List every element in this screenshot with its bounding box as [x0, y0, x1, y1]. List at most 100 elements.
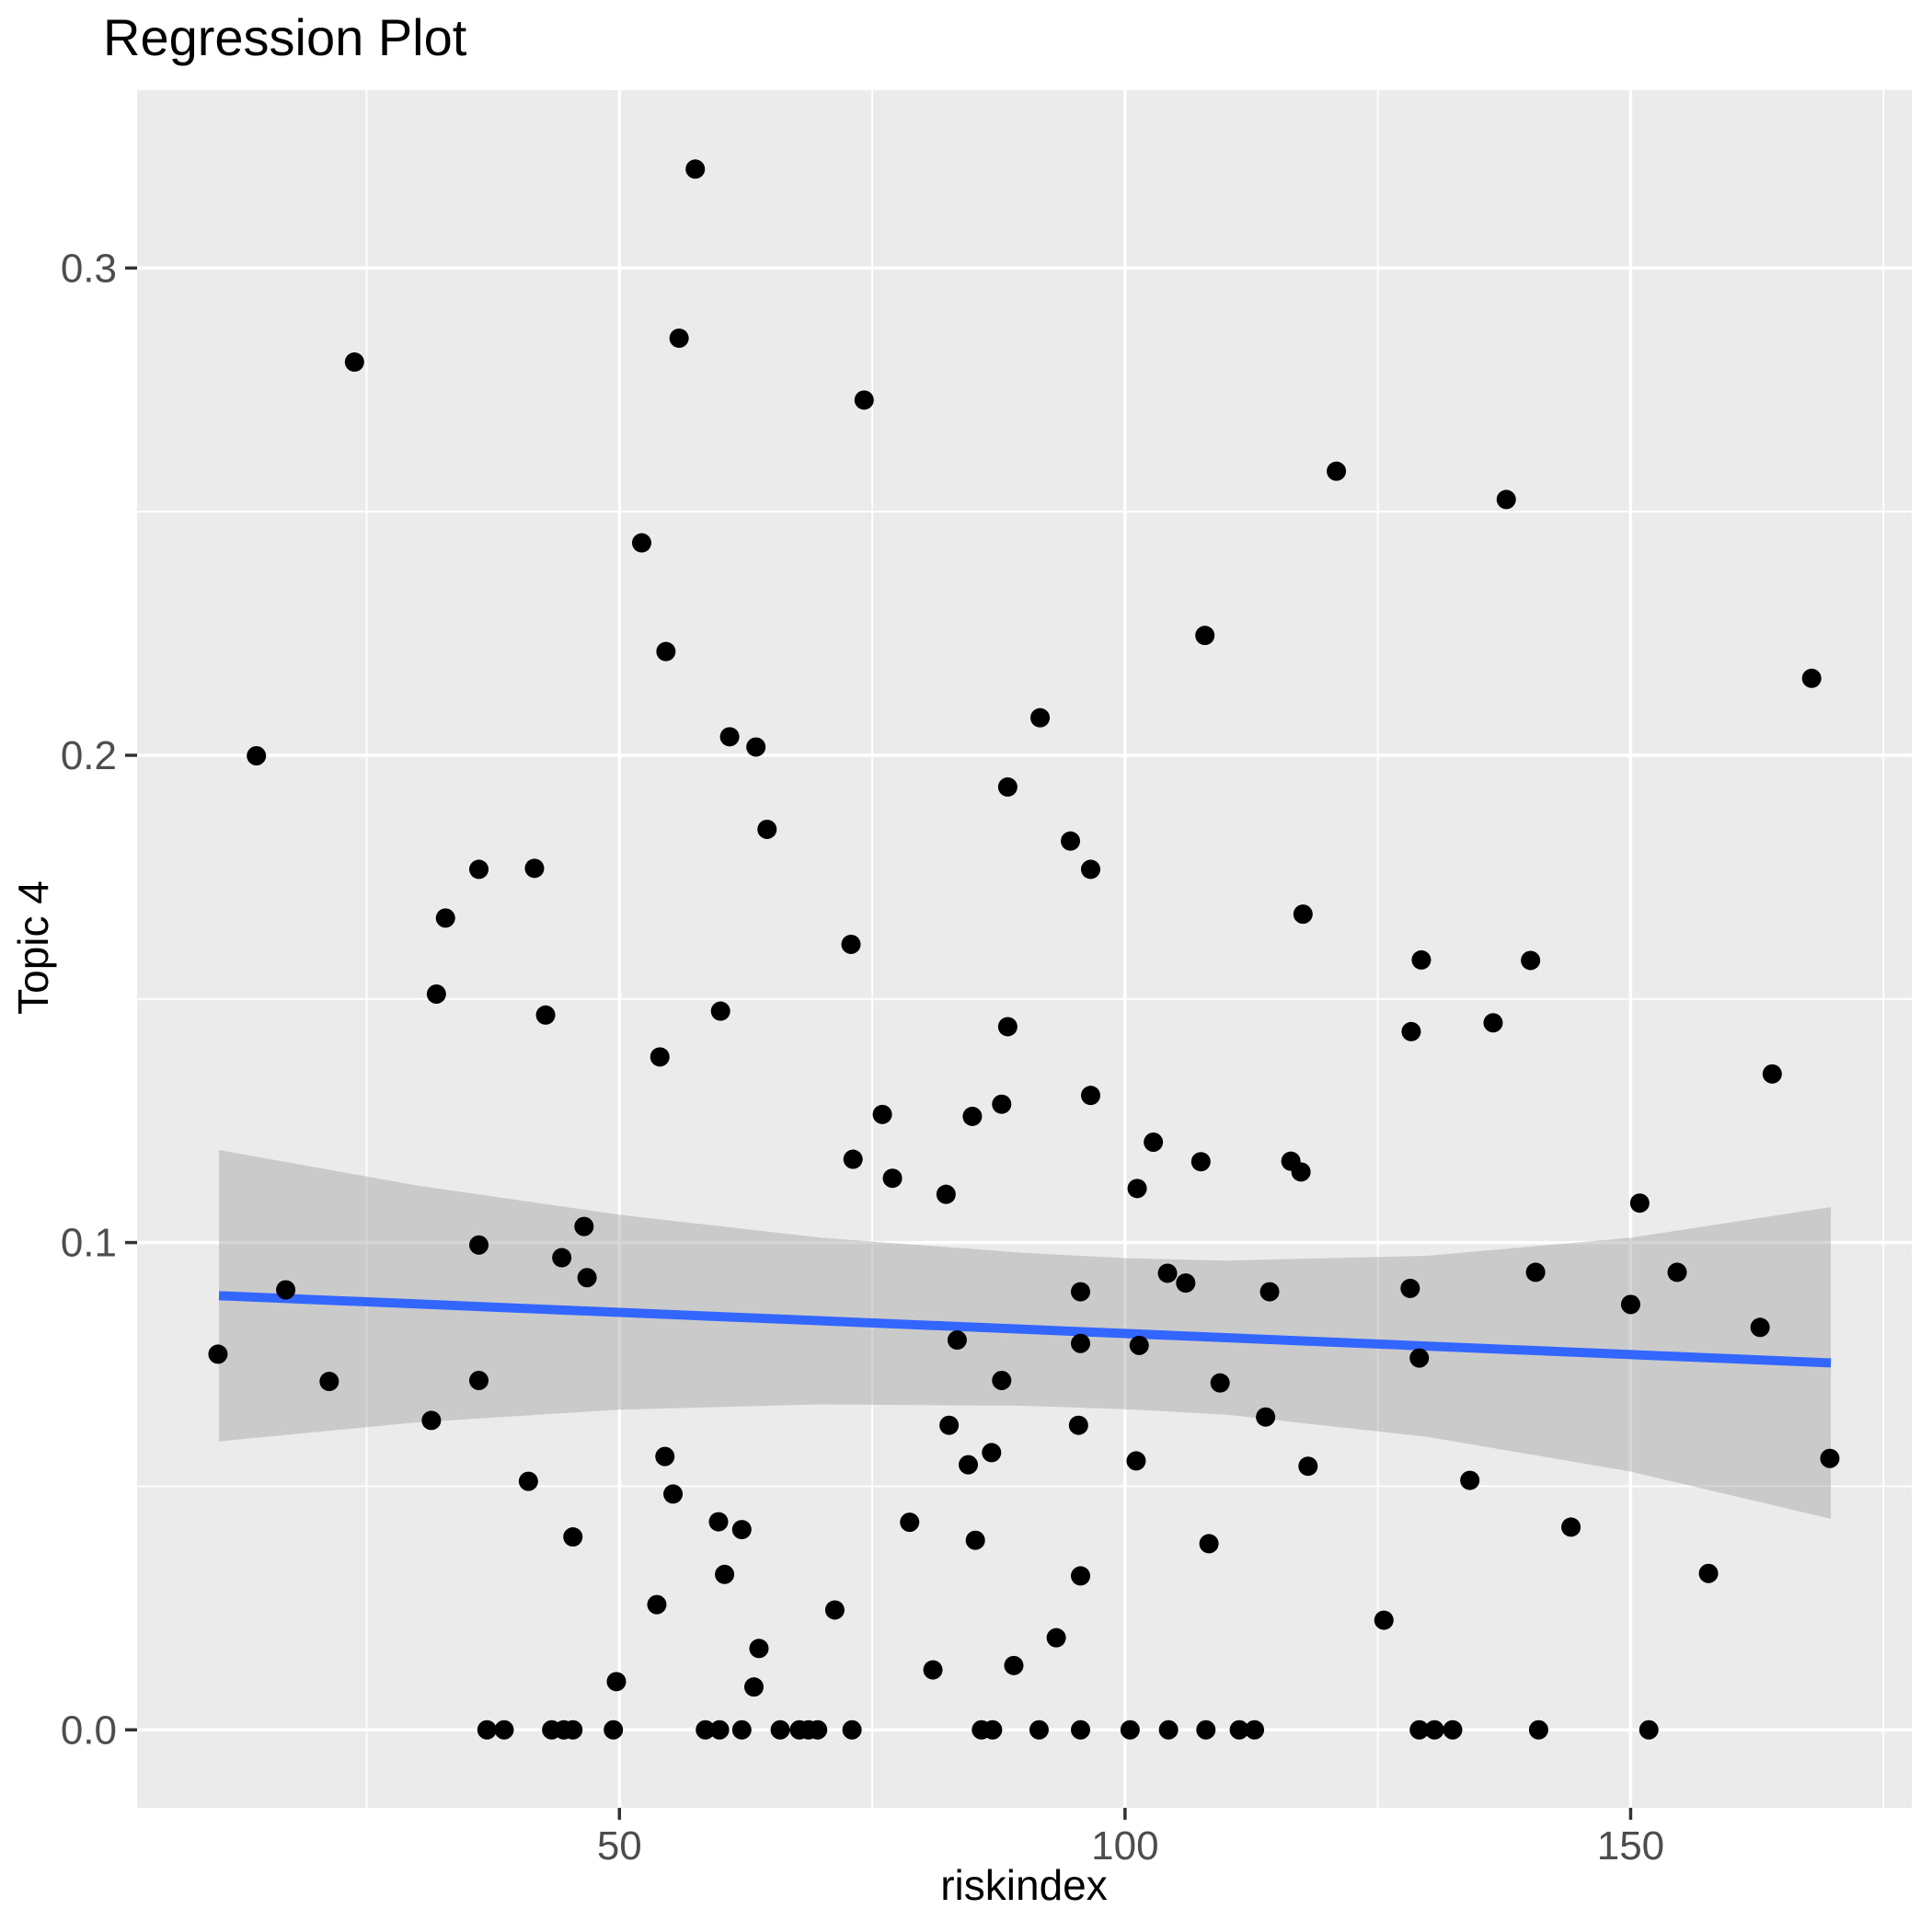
data-point: [1245, 1719, 1265, 1740]
data-point: [1561, 1517, 1581, 1537]
data-point: [962, 1106, 983, 1126]
data-point: [1199, 1534, 1219, 1554]
data-point: [669, 328, 689, 349]
data-point: [435, 908, 455, 928]
data-point: [1157, 1263, 1178, 1283]
data-point: [1229, 1719, 1249, 1740]
data-point: [1400, 1278, 1420, 1298]
data-point: [1158, 1719, 1179, 1740]
data-point: [1620, 1294, 1640, 1315]
data-point: [469, 859, 489, 880]
data-point: [469, 1371, 489, 1391]
data-point: [1460, 1470, 1480, 1490]
y-tick-label: 0.2: [61, 733, 117, 778]
data-point: [997, 1017, 1018, 1037]
data-point: [900, 1512, 920, 1533]
data-point: [923, 1660, 943, 1680]
data-point: [983, 1719, 1003, 1740]
data-point: [1496, 489, 1516, 510]
data-point: [872, 1104, 892, 1124]
data-point: [757, 819, 777, 839]
data-point: [1409, 1719, 1430, 1740]
data-point: [1046, 1627, 1066, 1648]
data-point: [1259, 1282, 1280, 1302]
data-point: [563, 1527, 583, 1547]
data-point: [1801, 668, 1822, 688]
x-tick-label: 150: [1597, 1823, 1664, 1869]
data-point: [685, 159, 706, 179]
data-point: [1528, 1719, 1548, 1740]
data-point: [574, 1216, 594, 1236]
data-point: [746, 737, 766, 757]
data-point: [770, 1719, 790, 1740]
data-point: [494, 1719, 514, 1740]
data-point: [719, 727, 740, 747]
data-point: [421, 1410, 442, 1431]
data-point: [656, 641, 676, 661]
data-point: [1483, 1013, 1503, 1033]
data-point: [552, 1248, 572, 1268]
data-point: [1071, 1719, 1091, 1740]
data-point: [577, 1268, 597, 1288]
data-point: [563, 1719, 583, 1740]
data-point: [606, 1672, 627, 1692]
data-point: [1298, 1456, 1318, 1477]
data-point: [965, 1530, 985, 1550]
data-point: [344, 352, 364, 373]
data-point: [518, 1471, 538, 1491]
data-point: [663, 1484, 684, 1504]
data-point: [1120, 1719, 1140, 1740]
data-point: [535, 1005, 556, 1025]
data-point: [1639, 1719, 1659, 1740]
data-point: [1698, 1563, 1719, 1583]
x-axis-title: riskindex: [940, 1861, 1108, 1909]
data-point: [426, 983, 446, 1004]
data-point: [208, 1344, 228, 1364]
data-point: [1401, 1021, 1421, 1041]
data-point: [731, 1520, 752, 1540]
data-point: [992, 1094, 1012, 1114]
data-point: [982, 1443, 1002, 1463]
data-point: [650, 1047, 670, 1067]
data-point: [477, 1719, 497, 1740]
data-point: [854, 390, 874, 410]
data-point: [1521, 950, 1541, 971]
data-point: [841, 934, 861, 954]
data-point: [1071, 1333, 1091, 1353]
data-point: [1291, 1162, 1311, 1182]
data-point: [710, 1001, 730, 1021]
plot-panel: [137, 90, 1912, 1808]
data-point: [1080, 859, 1100, 880]
data-point: [524, 858, 545, 879]
x-tick-label: 100: [1091, 1823, 1158, 1869]
data-point: [824, 1600, 845, 1620]
data-point: [1061, 831, 1081, 851]
data-point: [469, 1235, 489, 1255]
x-tick-label: 50: [597, 1823, 642, 1869]
data-point: [936, 1184, 956, 1204]
data-point: [843, 1149, 863, 1169]
data-point: [1176, 1273, 1196, 1294]
data-point: [1762, 1064, 1782, 1084]
data-point: [709, 1719, 730, 1740]
data-point: [1820, 1448, 1840, 1468]
data-point: [647, 1594, 667, 1615]
data-point: [1029, 1719, 1049, 1740]
data-point: [1004, 1655, 1024, 1675]
data-point: [319, 1372, 339, 1392]
data-point: [731, 1719, 752, 1740]
data-point: [947, 1330, 967, 1351]
data-point: [1443, 1719, 1463, 1740]
data-point: [939, 1415, 960, 1435]
data-point: [1127, 1179, 1147, 1199]
y-tick-label: 0.0: [61, 1708, 117, 1753]
data-point: [1129, 1335, 1149, 1355]
data-point: [749, 1639, 769, 1659]
data-point: [1190, 1152, 1211, 1172]
data-point: [1144, 1133, 1164, 1153]
data-point: [1327, 461, 1347, 481]
y-axis-title: Topic 4: [9, 880, 57, 1015]
data-point: [1071, 1282, 1091, 1302]
data-point: [1424, 1719, 1444, 1740]
data-point: [1256, 1407, 1276, 1427]
